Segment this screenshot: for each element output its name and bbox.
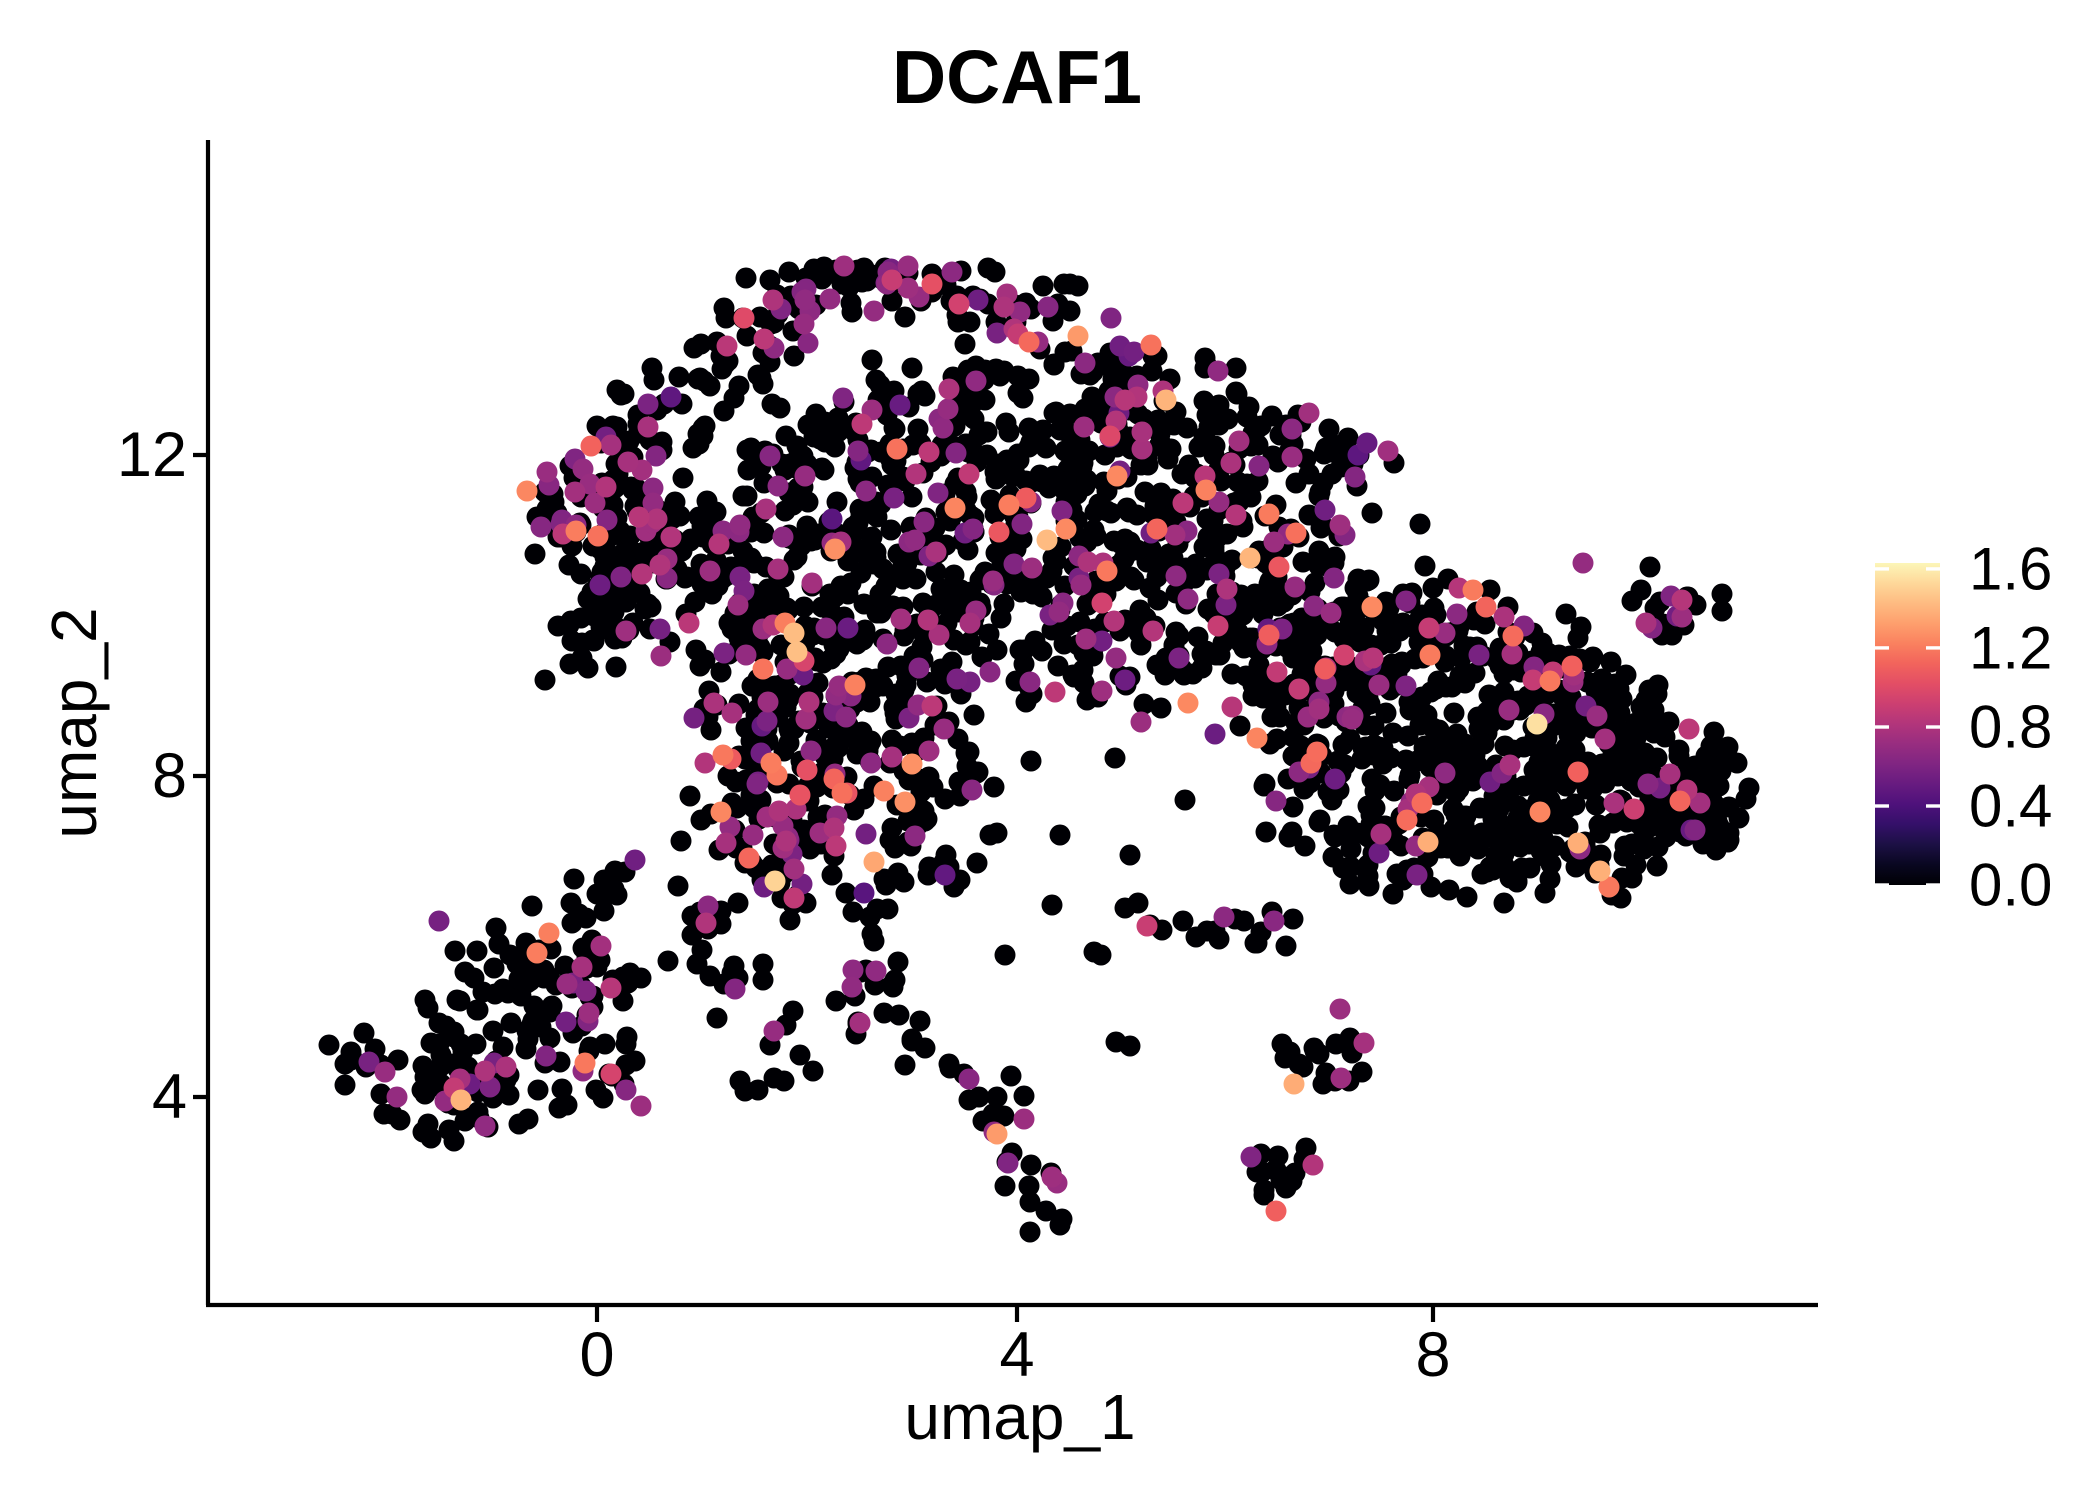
svg-text:1.6: 1.6	[1969, 535, 2052, 602]
svg-text:4: 4	[999, 1320, 1034, 1390]
svg-text:DCAF1: DCAF1	[892, 35, 1142, 119]
svg-text:umap_1: umap_1	[904, 1381, 1135, 1453]
svg-text:1.2: 1.2	[1969, 614, 2052, 681]
svg-text:umap_2: umap_2	[38, 607, 110, 838]
svg-text:8: 8	[1415, 1320, 1450, 1390]
svg-text:0.4: 0.4	[1969, 773, 2052, 840]
svg-text:0.8: 0.8	[1969, 694, 2052, 761]
svg-text:4: 4	[152, 1062, 187, 1132]
svg-text:0: 0	[579, 1320, 614, 1390]
svg-text:12: 12	[117, 420, 187, 490]
svg-text:8: 8	[152, 741, 187, 811]
svg-text:0.0: 0.0	[1969, 852, 2052, 919]
